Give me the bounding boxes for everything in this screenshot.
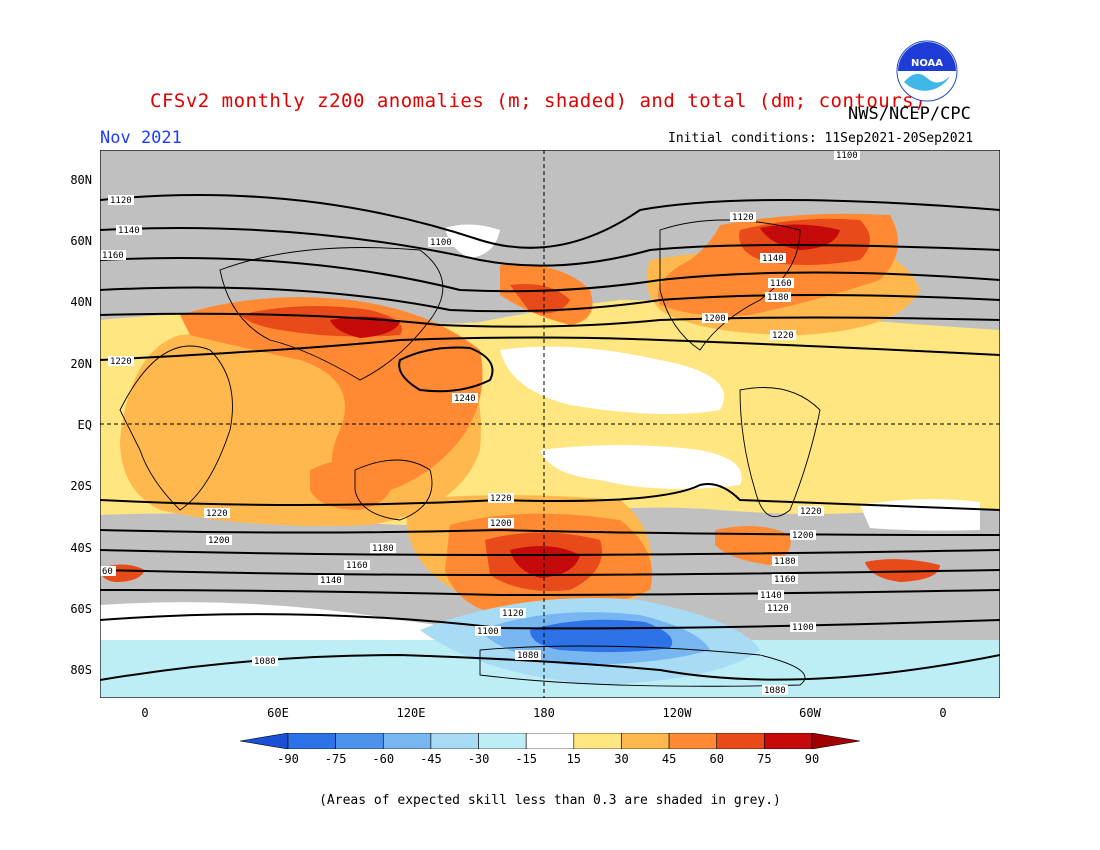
contour-label: 1160: [346, 561, 368, 571]
colorbar-cell: [574, 733, 622, 749]
contour-label: 1220: [206, 509, 228, 519]
contour-label: 1200: [490, 519, 512, 529]
contour-label: 1140: [760, 591, 782, 601]
lat-label-40s: 40S: [52, 541, 92, 555]
contour-label: 1220: [772, 331, 794, 341]
contour-label: 1220: [800, 507, 822, 517]
lat-label-eq: EQ: [52, 418, 92, 432]
contour-label: 1120: [732, 213, 754, 223]
contour-label: 1080: [254, 657, 276, 667]
contour-label: 1180: [767, 293, 789, 303]
contour-label: 1140: [762, 254, 784, 264]
colorbar-label: 75: [744, 752, 784, 766]
contour-label: 1240: [454, 394, 476, 404]
lat-label-20s: 20S: [52, 479, 92, 493]
lat-label-80s: 80S: [52, 663, 92, 677]
colorbar-cell: [336, 733, 384, 749]
colorbar-label: -45: [411, 752, 451, 766]
colorbar-label: 15: [554, 752, 594, 766]
colorbar-label: 45: [649, 752, 689, 766]
lon-label-60w: 60W: [780, 706, 840, 720]
anomaly-map: 1120 1140 1160 1220 1240 1100 1120 1140 …: [100, 150, 1000, 698]
noaa-logo-text: NOAA: [911, 58, 943, 69]
contour-label: 1100: [430, 238, 452, 248]
contour-label: 1100: [836, 151, 858, 161]
agency-label: NWS/NCEP/CPC: [848, 104, 971, 124]
contour-label: 1080: [517, 651, 539, 661]
contour-label: 1160: [102, 251, 124, 261]
colorbar-arrow-low: [240, 733, 288, 749]
colorbar-label: 90: [792, 752, 832, 766]
contour-label: 1160: [770, 279, 792, 289]
contour-label: 1100: [477, 627, 499, 637]
colorbar-cell: [288, 733, 336, 749]
contour-label: 1140: [320, 576, 342, 586]
colorbar-arrow-high: [812, 733, 860, 749]
colorbar-label: 30: [601, 752, 641, 766]
contour-label: 1200: [704, 314, 726, 324]
contour-label: 60: [102, 567, 113, 577]
colorbar: [240, 733, 860, 749]
forecast-month: Nov 2021: [100, 128, 182, 148]
colorbar-label: -30: [459, 752, 499, 766]
contour-label: 1180: [774, 557, 796, 567]
contour-label: 1160: [774, 575, 796, 585]
lat-label-60s: 60S: [52, 602, 92, 616]
lon-label-120e: 120E: [381, 706, 441, 720]
colorbar-label: -15: [506, 752, 546, 766]
contour-label: 1080: [764, 686, 786, 696]
contour-label: 1120: [110, 196, 132, 206]
colorbar-cell: [383, 733, 431, 749]
lat-label-60n: 60N: [52, 234, 92, 248]
lon-label-0-east: 0: [913, 706, 973, 720]
colorbar-label: -75: [316, 752, 356, 766]
initial-conditions: Initial conditions: 11Sep2021-20Sep2021: [668, 131, 973, 146]
contour-label: 1100: [792, 623, 814, 633]
lat-label-40n: 40N: [52, 295, 92, 309]
contour-label: 1140: [118, 226, 140, 236]
chart-title: CFSv2 monthly z200 anomalies (m; shaded)…: [150, 90, 926, 112]
skill-footnote: (Areas of expected skill less than 0.3 a…: [0, 793, 1100, 808]
colorbar-cell: [479, 733, 527, 749]
lat-label-80n: 80N: [52, 173, 92, 187]
contour-label: 1120: [767, 604, 789, 614]
lon-label-180: 180: [514, 706, 574, 720]
lon-label-0: 0: [115, 706, 175, 720]
colorbar-cell: [621, 733, 669, 749]
colorbar-cell: [717, 733, 765, 749]
colorbar-cell: [764, 733, 812, 749]
neutral-area-atlantic: [860, 499, 980, 531]
contour-label: 1220: [490, 494, 512, 504]
contour-label: 1120: [502, 609, 524, 619]
lon-label-120w: 120W: [647, 706, 707, 720]
colorbar-cell: [669, 733, 717, 749]
colorbar-cell: [526, 733, 574, 749]
noaa-logo: NOAA: [896, 40, 958, 102]
contour-label: 1180: [372, 544, 394, 554]
colorbar-cell: [431, 733, 479, 749]
lon-label-60e: 60E: [248, 706, 308, 720]
contour-label: 1200: [792, 531, 814, 541]
contour-label: 1200: [208, 536, 230, 546]
colorbar-label: -60: [363, 752, 403, 766]
colorbar-label: 60: [697, 752, 737, 766]
lat-label-20n: 20N: [52, 357, 92, 371]
contour-label: 1220: [110, 357, 132, 367]
colorbar-label: -90: [268, 752, 308, 766]
